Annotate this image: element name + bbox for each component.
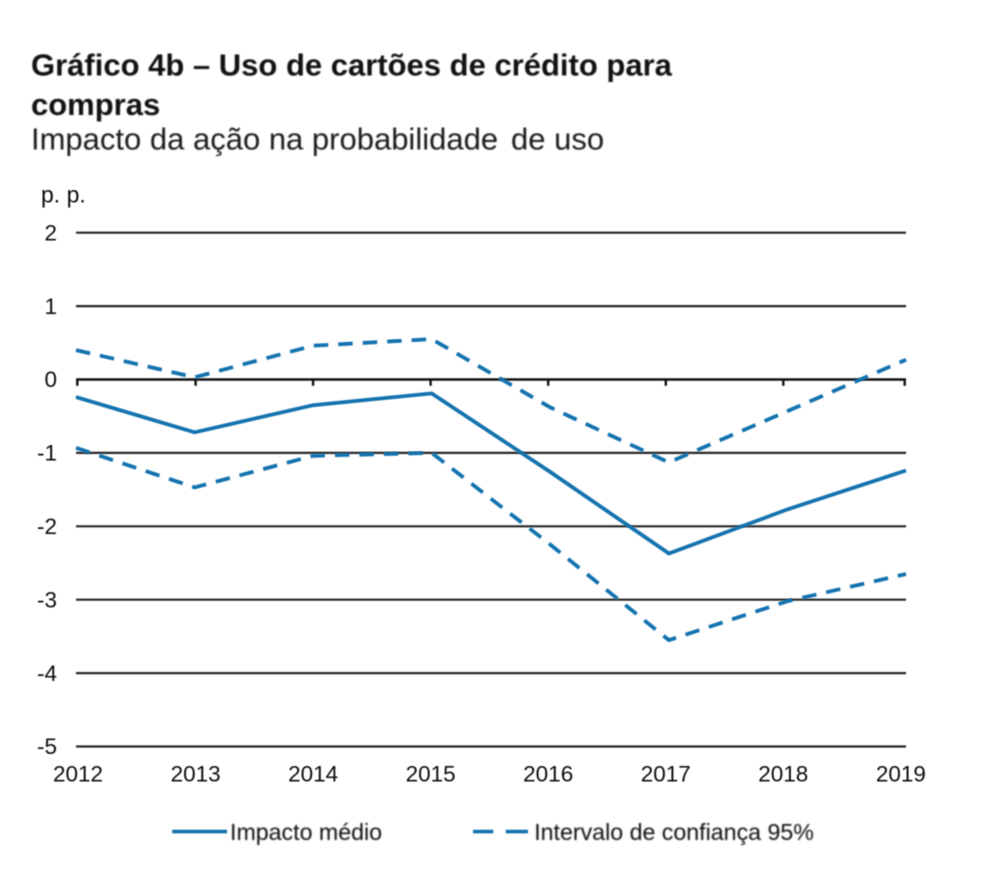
svg-text:2019: 2019 — [876, 761, 926, 786]
svg-text:Impacto da ação na probabilida: Impacto da ação na probabilidade — [31, 122, 498, 157]
svg-text:-5: -5 — [37, 734, 57, 759]
svg-text:-3: -3 — [37, 587, 57, 612]
svg-text:-1: -1 — [37, 441, 57, 466]
svg-text:compras: compras — [31, 87, 160, 122]
svg-text:2016: 2016 — [523, 761, 573, 786]
svg-text:-2: -2 — [37, 514, 57, 539]
svg-text:2017: 2017 — [641, 761, 691, 786]
svg-text:Impacto médio: Impacto médio — [230, 819, 382, 845]
svg-text:2012: 2012 — [53, 761, 103, 786]
svg-text:2018: 2018 — [758, 761, 808, 786]
svg-text:1: 1 — [44, 294, 57, 319]
svg-text:0: 0 — [44, 367, 57, 392]
svg-text:-4: -4 — [37, 661, 57, 686]
svg-text:de uso: de uso — [511, 122, 604, 157]
svg-text:2015: 2015 — [406, 761, 456, 786]
svg-text:2014: 2014 — [288, 761, 338, 786]
svg-text:2: 2 — [44, 220, 57, 245]
svg-text:Intervalo de confiança 95%: Intervalo de confiança 95% — [534, 819, 814, 845]
svg-text:2013: 2013 — [171, 761, 221, 786]
svg-text:Gráfico 4b – Uso de cartões de: Gráfico 4b – Uso de cartões de crédito p… — [31, 48, 673, 83]
svg-text:p. p.: p. p. — [41, 182, 86, 208]
